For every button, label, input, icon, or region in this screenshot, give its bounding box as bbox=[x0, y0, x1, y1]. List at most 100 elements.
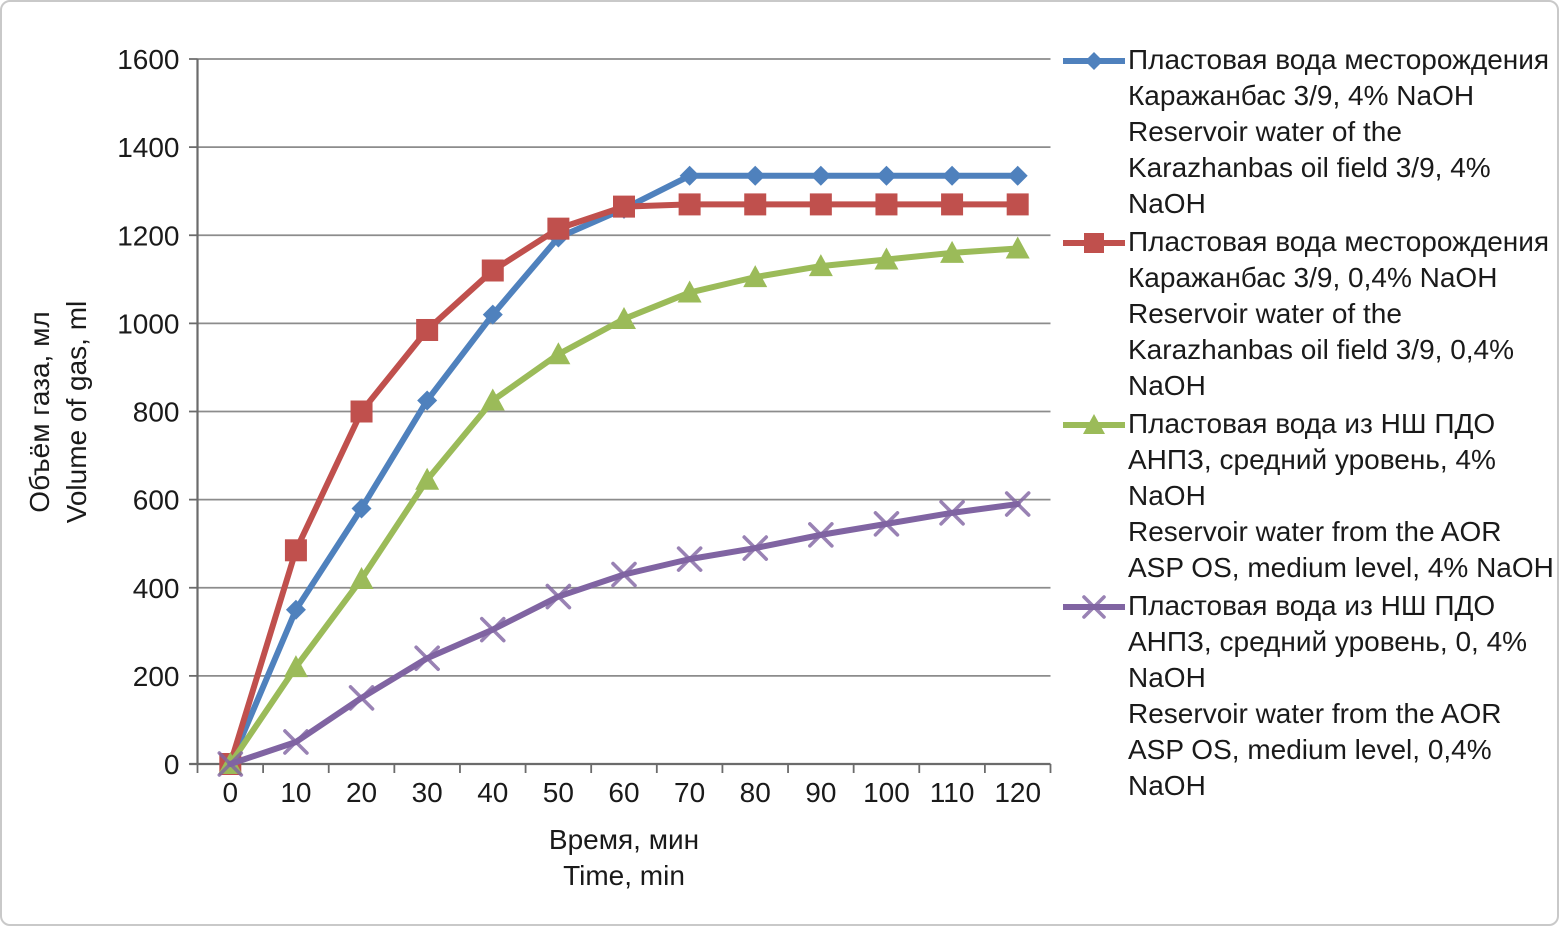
triangle-marker-icon bbox=[874, 247, 899, 270]
x-tick-label: 40 bbox=[477, 777, 508, 808]
x-marker-icon bbox=[1004, 491, 1031, 517]
diamond-marker-icon bbox=[876, 165, 897, 186]
x-tick-label: 70 bbox=[674, 777, 705, 808]
x-marker-icon bbox=[742, 535, 769, 561]
triangle-marker-icon bbox=[546, 342, 571, 365]
x-tick-label: 20 bbox=[346, 777, 377, 808]
triangle-marker-icon bbox=[415, 467, 440, 490]
y-tick-label: 1600 bbox=[117, 44, 179, 75]
triangle-marker-icon bbox=[940, 240, 965, 263]
diamond-marker-icon bbox=[745, 165, 766, 186]
legend-label-en: Reservoir water of the Karazhanbas oil f… bbox=[1128, 298, 1515, 401]
x-tick-label: 0 bbox=[223, 777, 239, 808]
y-tick-label: 1000 bbox=[117, 308, 179, 339]
x-marker-icon bbox=[808, 522, 834, 548]
square-marker-icon bbox=[613, 195, 635, 218]
legend-label-ru: Пластовая вода из НШ ПДО АНПЗ, средний у… bbox=[1128, 408, 1496, 511]
diamond-marker-icon bbox=[417, 390, 438, 411]
series-2 bbox=[219, 193, 1029, 775]
x-marker-icon bbox=[414, 645, 440, 672]
x-marker-icon bbox=[611, 561, 637, 588]
triangle-marker-icon bbox=[808, 254, 833, 277]
y-tick-label: 200 bbox=[133, 661, 180, 692]
square-marker-icon bbox=[941, 193, 964, 216]
triangle-marker-icon bbox=[480, 388, 505, 411]
legend-label-en: Reservoir water from the AOR ASP OS, med… bbox=[1128, 516, 1554, 583]
x-tick-label: 80 bbox=[740, 777, 771, 808]
axes bbox=[189, 58, 1052, 773]
triangle-marker-icon bbox=[743, 265, 768, 288]
x-marker-icon bbox=[217, 751, 244, 777]
y-tick-label: 1400 bbox=[117, 132, 179, 163]
x-tick-label: 90 bbox=[805, 777, 836, 808]
x-tick-label: 50 bbox=[543, 777, 574, 808]
square-marker-icon bbox=[744, 193, 767, 216]
legend-item-2: Пластовая вода месторождения Каражанбас … bbox=[1062, 224, 1557, 404]
y-tick-label: 1200 bbox=[117, 220, 179, 251]
x-axis-title-ru: Время, мин bbox=[548, 824, 700, 855]
x-marker-icon bbox=[1082, 595, 1106, 619]
square-marker-icon bbox=[875, 193, 898, 216]
triangle-marker-icon bbox=[612, 306, 636, 329]
x-marker-icon bbox=[873, 511, 900, 537]
diamond-marker-icon bbox=[285, 599, 306, 620]
diamond-marker-icon bbox=[1085, 52, 1103, 70]
x-marker-icon bbox=[348, 685, 375, 711]
diamond-marker-icon bbox=[942, 165, 963, 186]
triangle-marker-icon bbox=[1083, 414, 1105, 434]
legend-label-ru: Пластовая вода месторождения Каражанбас … bbox=[1128, 226, 1550, 293]
y-tick-label: 0 bbox=[164, 749, 180, 780]
square-marker-icon bbox=[809, 193, 832, 216]
legend-item-1: Пластовая вода месторождения Каражанбас … bbox=[1062, 42, 1557, 222]
legend-label-1: Пластовая вода месторождения Каражанбас … bbox=[1128, 42, 1554, 222]
y-tick-label: 400 bbox=[133, 573, 180, 604]
diamond-marker-icon bbox=[810, 165, 831, 186]
legend-label-en: Reservoir water from the AOR ASP OS, med… bbox=[1128, 698, 1502, 801]
x-tick-label: 60 bbox=[608, 777, 639, 808]
triangle-marker-icon bbox=[1005, 236, 1030, 259]
gridlines bbox=[197, 58, 1051, 677]
square-marker-icon bbox=[678, 193, 701, 216]
legend-label-3: Пластовая вода из НШ ПДО АНПЗ, средний у… bbox=[1128, 406, 1554, 586]
x-marker-icon bbox=[283, 729, 309, 755]
legend-label-ru: Пластовая вода месторождения Каражанбас … bbox=[1128, 44, 1550, 111]
square-marker-icon bbox=[1084, 233, 1104, 253]
square-marker-icon bbox=[1063, 233, 1125, 253]
square-marker-icon bbox=[416, 318, 439, 341]
x-axis-title: Время, мин Time, min bbox=[324, 822, 924, 894]
series-4-line bbox=[227, 501, 1021, 767]
x-tick-label: 10 bbox=[280, 777, 311, 808]
diamond-marker-icon bbox=[1063, 52, 1125, 70]
legend-label-2: Пластовая вода месторождения Каражанбас … bbox=[1128, 224, 1554, 404]
x-tick-label: 100 bbox=[863, 777, 910, 808]
legend-label-4: Пластовая вода из НШ ПДО АНПЗ, средний у… bbox=[1128, 588, 1554, 804]
x-marker-icon bbox=[939, 500, 965, 526]
diamond-marker-icon bbox=[482, 304, 503, 325]
tick-labels: 0 200 400 600 800 1000 1200 1400 1600 0 10 20 30 40 50… bbox=[117, 44, 1041, 808]
legend: Пластовая вода месторождения Каражанбас … bbox=[1062, 42, 1557, 806]
x-marker-icon bbox=[676, 546, 703, 572]
x-tick-label: 120 bbox=[994, 777, 1041, 808]
square-marker-icon bbox=[284, 539, 307, 562]
y-axis-title: Объём газа, мл Volume of gas, ml bbox=[21, 62, 97, 762]
legend-item-4: Пластовая вода из НШ ПДО АНПЗ, средний у… bbox=[1062, 588, 1557, 804]
y-tick-label: 600 bbox=[133, 485, 180, 516]
y-axis-title-ru: Объём газа, мл bbox=[24, 311, 55, 513]
series-4 bbox=[217, 491, 1031, 777]
diamond-marker-icon bbox=[351, 498, 372, 519]
legend-label-en: Reservoir water of the Karazhanbas oil f… bbox=[1128, 116, 1491, 219]
y-tick-label: 800 bbox=[133, 397, 180, 428]
square-marker-icon bbox=[1006, 193, 1029, 216]
x-tick-label: 110 bbox=[930, 777, 975, 808]
square-marker-icon bbox=[547, 217, 570, 240]
x-tick-label: 30 bbox=[412, 777, 443, 808]
diamond-marker-icon bbox=[679, 165, 700, 186]
triangle-marker-icon bbox=[349, 566, 374, 589]
series-2-line bbox=[227, 201, 1021, 767]
triangle-marker-icon bbox=[283, 655, 308, 678]
x-marker-icon bbox=[479, 616, 506, 643]
legend-item-3: Пластовая вода из НШ ПДО АНПЗ, средний у… bbox=[1062, 406, 1557, 586]
triangle-marker-icon bbox=[677, 280, 702, 303]
